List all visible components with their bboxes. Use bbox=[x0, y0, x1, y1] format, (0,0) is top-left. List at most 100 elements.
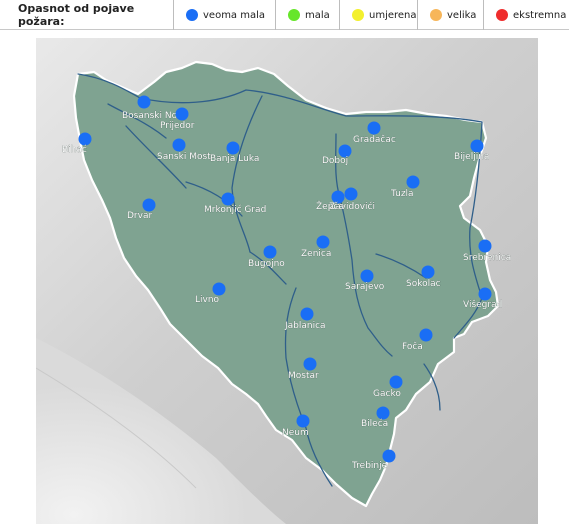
city-label: Bugojno bbox=[248, 259, 285, 269]
city-gradacac[interactable]: Gradačac bbox=[353, 121, 396, 146]
city-zepce[interactable]: Žepče bbox=[316, 190, 345, 213]
fire-danger-marker[interactable] bbox=[212, 282, 226, 296]
city-doboj[interactable]: Doboj bbox=[322, 144, 352, 167]
rivers bbox=[77, 73, 483, 487]
city-visegrad[interactable]: Višegrad bbox=[463, 287, 503, 311]
city-bosanski-novi[interactable]: Bosanski Novi bbox=[122, 95, 185, 122]
city-bugojno[interactable]: Bugojno bbox=[248, 245, 285, 270]
city-label: Livno bbox=[195, 295, 220, 305]
legend-title: Opasnot od pojave požara: bbox=[0, 0, 174, 30]
fire-danger-marker[interactable] bbox=[300, 307, 314, 321]
city-livno[interactable]: Livno bbox=[195, 282, 226, 306]
sana-river bbox=[125, 125, 187, 189]
city-sarajevo[interactable]: Sarajevo bbox=[345, 269, 385, 293]
city-label: Zenica bbox=[301, 249, 331, 259]
city-label: Srebrenica bbox=[463, 253, 511, 263]
city-label: Bosanski Novi bbox=[122, 111, 185, 121]
tributary-2 bbox=[249, 251, 287, 285]
fire-danger-marker[interactable] bbox=[389, 375, 403, 389]
city-label: Bileća bbox=[361, 418, 388, 429]
fire-danger-marker[interactable] bbox=[331, 190, 345, 204]
fire-danger-marker[interactable] bbox=[296, 414, 310, 428]
fire-danger-marker[interactable] bbox=[406, 175, 420, 189]
fire-danger-marker[interactable] bbox=[360, 269, 374, 283]
fire-danger-marker[interactable] bbox=[376, 406, 390, 420]
fire-danger-marker[interactable] bbox=[367, 121, 381, 135]
fire-danger-marker[interactable] bbox=[263, 245, 277, 259]
fire-danger-marker[interactable] bbox=[421, 265, 435, 279]
bosna-river bbox=[335, 133, 393, 357]
green-dot-icon bbox=[288, 9, 300, 21]
city-label: Bijeljina bbox=[454, 152, 489, 162]
blue-dot-icon bbox=[186, 9, 198, 21]
city-bijeljina[interactable]: Bijeljina bbox=[454, 139, 490, 163]
fire-danger-marker[interactable] bbox=[142, 198, 156, 212]
city-label: Neum bbox=[282, 428, 309, 438]
city-label: Doboj bbox=[322, 156, 348, 166]
city-label: Jablanica bbox=[284, 321, 326, 331]
city-bileca[interactable]: Bileća bbox=[361, 406, 390, 430]
fire-danger-marker[interactable] bbox=[137, 95, 151, 109]
legend-item-very-low: veoma mala bbox=[174, 0, 276, 30]
city-mrkonjic-grad[interactable]: Mrkonjić Grad bbox=[204, 192, 266, 216]
city-label: Bihać bbox=[62, 144, 87, 155]
city-neum[interactable]: Neum bbox=[282, 414, 310, 439]
fire-danger-marker[interactable] bbox=[78, 132, 92, 146]
fire-danger-marker[interactable] bbox=[478, 239, 492, 253]
legend-item-moderate: umjerena bbox=[340, 0, 418, 30]
city-label: Zavidovići bbox=[329, 201, 375, 212]
city-label: Gacko bbox=[373, 389, 401, 399]
city-jablanica[interactable]: Jablanica bbox=[284, 307, 326, 332]
city-banja-luka[interactable]: Banja Luka bbox=[210, 141, 260, 165]
tributary-3 bbox=[375, 253, 427, 279]
coastline-shade bbox=[36, 367, 197, 489]
city-gacko[interactable]: Gacko bbox=[373, 375, 403, 400]
fire-danger-marker[interactable] bbox=[175, 107, 189, 121]
tributary-4 bbox=[423, 363, 441, 411]
city-trebinje[interactable]: Trebinje bbox=[351, 449, 396, 472]
city-sokolac[interactable]: Sokolac bbox=[406, 265, 441, 290]
fire-danger-marker[interactable] bbox=[338, 144, 352, 158]
city-label: Sokolac bbox=[406, 279, 441, 289]
city-label: Žepče bbox=[316, 200, 344, 212]
legend-label: veoma mala bbox=[203, 9, 266, 21]
city-sanski-most[interactable]: Sanski Most bbox=[157, 138, 211, 163]
city-drvar[interactable]: Drvar bbox=[127, 198, 156, 222]
yellow-dot-icon bbox=[352, 9, 364, 21]
fire-danger-marker[interactable] bbox=[303, 357, 317, 371]
fire-danger-marker[interactable] bbox=[172, 138, 186, 152]
fire-danger-marker[interactable] bbox=[478, 287, 492, 301]
red-dot-icon bbox=[496, 9, 508, 21]
city-label: Tuzla bbox=[390, 189, 414, 199]
city-prijedor[interactable]: Prijedor bbox=[160, 107, 195, 132]
city-bihac[interactable]: Bihać bbox=[62, 132, 92, 156]
fire-danger-map[interactable]: Bosanski Novi Prijedor Sanski Most Banja Lu… bbox=[36, 38, 538, 524]
city-label: Foča bbox=[402, 341, 423, 352]
city-label: Sarajevo bbox=[345, 282, 385, 292]
city-foca[interactable]: Foča bbox=[402, 328, 433, 353]
city-zavidovici[interactable]: Zavidovići bbox=[329, 187, 375, 213]
city-label: Mostar bbox=[288, 371, 319, 381]
city-tuzla[interactable]: Tuzla bbox=[390, 175, 420, 200]
legend-item-extreme: ekstremna bbox=[484, 0, 569, 30]
fire-danger-marker[interactable] bbox=[470, 139, 484, 153]
city-srebrenica[interactable]: Srebrenica bbox=[463, 239, 511, 264]
fire-danger-marker[interactable] bbox=[226, 141, 240, 155]
legend-label: umjerena bbox=[369, 9, 417, 21]
fire-danger-marker[interactable] bbox=[419, 328, 433, 342]
city-label: Višegrad bbox=[463, 299, 502, 310]
city-label: Prijedor bbox=[160, 121, 195, 131]
fire-danger-marker[interactable] bbox=[382, 449, 396, 463]
fire-danger-marker[interactable] bbox=[221, 192, 235, 206]
city-label: Trebinje bbox=[351, 461, 388, 471]
city-mostar[interactable]: Mostar bbox=[288, 357, 319, 382]
city-zenica[interactable]: Zenica bbox=[301, 235, 332, 260]
vrbas-river bbox=[231, 95, 263, 253]
legend-label: ekstremna bbox=[513, 9, 567, 21]
city-label: Sanski Most bbox=[157, 152, 211, 162]
fire-danger-marker[interactable] bbox=[316, 235, 330, 249]
legend-item-low: mala bbox=[276, 0, 340, 30]
fire-danger-marker[interactable] bbox=[344, 187, 358, 201]
